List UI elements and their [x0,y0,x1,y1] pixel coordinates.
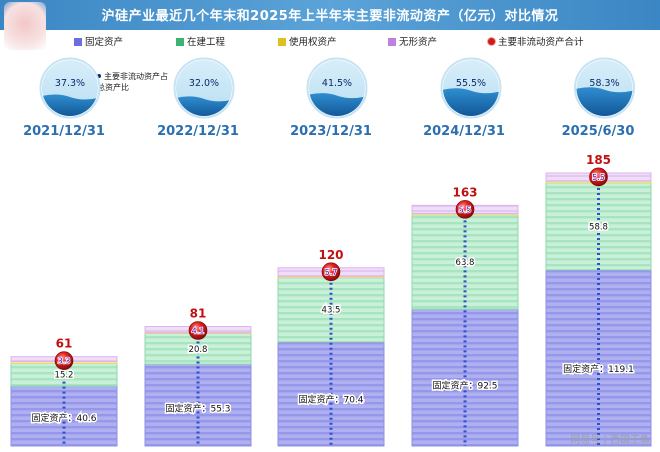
ratio-value-label: 41.5% [322,78,352,89]
ratio-note: 主要非流动资产占总资产比 [97,71,175,93]
value-label-fixed-assets: 固定资产：70.4 [298,393,363,405]
chart-title: 沪硅产业最近几个年末和2025年上半年末主要非流动资产（亿元）对比情况 [101,9,559,24]
bar-segment-construction [545,182,652,271]
ratio-value-label: 55.5% [456,78,486,89]
title-bar [0,0,660,30]
legend-label: 使用权资产 [289,37,337,48]
legend-swatch-icon [74,38,82,46]
legend-swatch-icon [278,38,286,46]
date-label-2024: 2024/12/31 [423,124,505,139]
ratio-disc-water [443,88,499,116]
value-label-construction: 43.5 [322,306,341,316]
ratio-note-text: 主要非流动资产占总资产比 [97,72,168,92]
legend-item-total: 主要非流动资产合计 [488,34,584,48]
total-value-label: 81 [190,306,207,320]
value-label-fixed-assets: 固定资产：55.3 [165,403,230,415]
legend-item-right-of-use: 使用权资产 [278,34,337,48]
date-label-2021: 2021/12/31 [23,124,105,139]
bar-segment-fixed-assets [10,385,118,447]
value-label-construction: 58.8 [589,222,608,232]
legend-label: 固定资产 [85,37,124,48]
total-value-label: 120 [318,248,343,262]
legend-label: 无形资产 [399,37,438,48]
legend-swatch-icon [388,38,396,46]
legend-swatch-icon [176,38,184,46]
ratio-disc-water [576,87,633,116]
value-label-intangible: 5.7 [325,268,338,277]
total-value-label: 185 [586,153,611,167]
value-label-intangible: 4.1 [192,326,205,335]
date-label-2023: 2023/12/31 [290,124,372,139]
value-label-fixed-assets: 固定资产：92.5 [432,380,497,392]
date-label-2022: 2022/12/31 [157,124,239,139]
total-marker-dot [188,321,208,340]
total-value-label: 61 [56,337,73,351]
value-label-fixed-assets: 固定资产：40.6 [31,412,96,424]
legend-label: 主要非流动资产合计 [498,37,584,48]
ratio-value-label: 58.3% [589,78,619,89]
value-label-intangible: 3.3 [58,357,71,366]
total-value-label: 163 [452,185,477,199]
legend-item-fixed-assets: 固定资产 [74,34,123,48]
date-label-2025h1: 2025/6/30 [561,124,635,139]
legend-label: 在建工程 [187,37,226,48]
bullet-icon [97,74,101,78]
value-label-fixed-assets: 固定资产：119.1 [563,363,634,375]
legend-dot-icon [488,38,495,45]
value-label-construction: 63.8 [456,258,475,268]
brand-logo-icon [4,2,46,50]
legend-item-construction: 在建工程 [176,34,225,48]
total-marker-dot [455,200,475,219]
total-marker-dot [54,351,74,370]
value-label-intangible: 5.5 [459,205,472,214]
legend-item-intangible: 无形资产 [388,34,437,48]
total-marker-dot [589,167,608,187]
value-label-construction: 15.2 [55,371,74,381]
value-label-construction: 20.8 [189,345,208,355]
total-marker-dot [321,262,341,282]
ratio-value-label: 32.0% [189,78,219,89]
value-label-intangible: 5.5 [592,173,605,182]
watermark-text: 网易号 | 西国王鱼 [570,435,650,446]
ratio-value-label: 37.3% [55,78,85,89]
